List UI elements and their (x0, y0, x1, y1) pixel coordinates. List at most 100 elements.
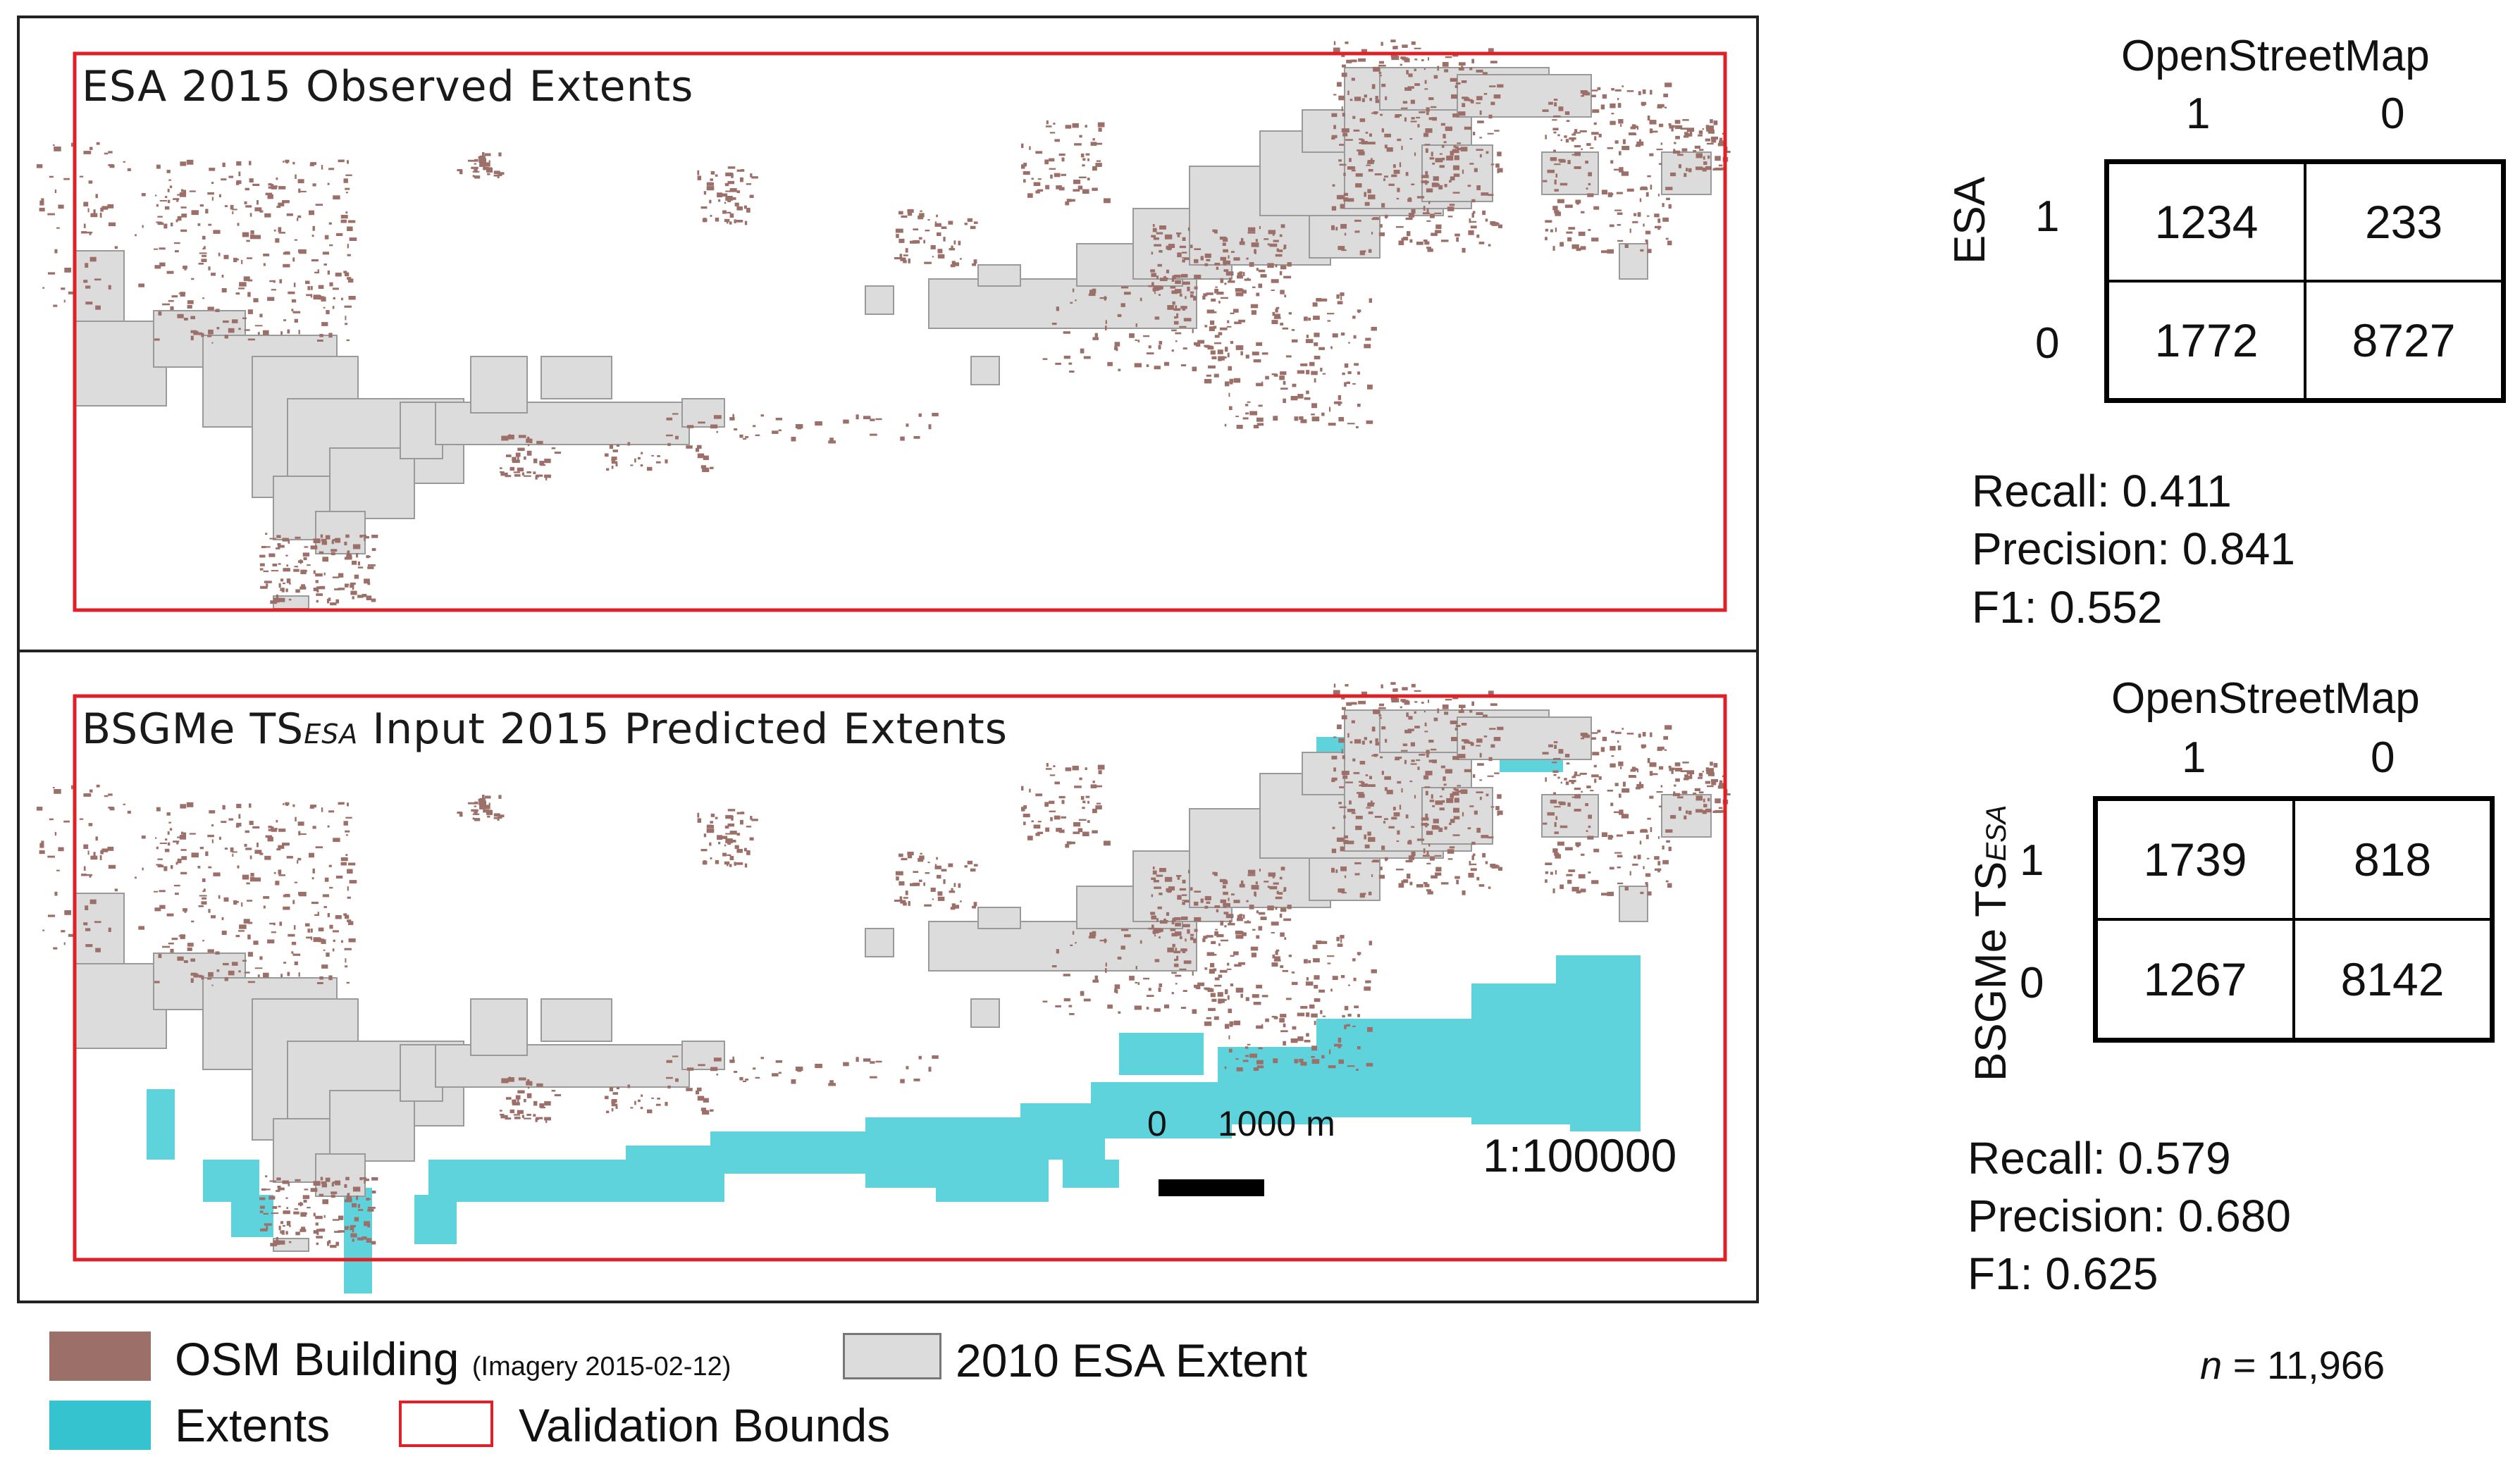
osm-building (1159, 294, 1161, 296)
osm-building (1410, 120, 1417, 123)
osm-building (1216, 934, 1224, 938)
osm-building (207, 306, 214, 311)
osm-building (1552, 119, 1557, 121)
osm-building (1156, 918, 1159, 922)
osm-building (509, 1076, 511, 1081)
osm-building (211, 915, 216, 919)
osm-building (1442, 62, 1449, 67)
osm-building (1049, 810, 1056, 812)
osm-building (1368, 168, 1373, 172)
osm-building (310, 162, 316, 166)
osm-building (1392, 46, 1396, 49)
osm-building (1240, 351, 1243, 356)
osm-building (167, 199, 171, 204)
osm-building (1571, 776, 1576, 778)
osm-building (1271, 290, 1275, 291)
osm-building (1428, 740, 1434, 743)
osm-building (204, 246, 206, 249)
osm-building (275, 881, 280, 886)
osm-building (1279, 876, 1283, 880)
osm-building (1098, 770, 1102, 774)
osm-building (1452, 113, 1459, 118)
osm-building (166, 913, 174, 917)
osm-building (479, 805, 486, 809)
osm-building (1428, 700, 1429, 703)
osm-building (323, 1215, 326, 1218)
osm-building (1172, 301, 1175, 305)
osm-building (1567, 237, 1572, 242)
osm-building (707, 824, 713, 828)
osm-building (1495, 806, 1500, 810)
osm-building (1497, 224, 1502, 228)
osm-building (1367, 160, 1375, 162)
osm-building (1402, 57, 1409, 61)
osm-building (1222, 242, 1226, 246)
osm-building (158, 954, 162, 958)
osm-building (1555, 228, 1557, 232)
osm-building (1488, 690, 1494, 695)
osm-building (108, 151, 113, 154)
osm-building (331, 1194, 335, 1198)
osm-building (1453, 816, 1460, 820)
osm-building (1713, 763, 1718, 768)
osm-building (1636, 769, 1639, 773)
osm-building (245, 187, 249, 191)
sample-size: n = 11,966 (2200, 1346, 2385, 1385)
osm-building (736, 812, 745, 814)
osm-building (1445, 126, 1452, 131)
osm-building (323, 263, 327, 266)
osm-building (344, 541, 347, 545)
osm-building (1159, 225, 1166, 230)
osm-building (1249, 1053, 1257, 1058)
osm-building (870, 418, 875, 421)
osm-building (319, 1228, 326, 1232)
osm-building (247, 279, 253, 282)
osm-building (1555, 870, 1557, 875)
osm-building (1365, 980, 1369, 983)
osm-building (277, 597, 285, 602)
osm-building (1211, 298, 1216, 302)
osm-building (514, 1117, 521, 1119)
osm-building (1698, 791, 1704, 794)
osm-building (1242, 290, 1247, 294)
osm-building (1564, 778, 1567, 781)
osm-building (1660, 142, 1663, 145)
osm-building (1611, 113, 1614, 115)
osm-building (1345, 781, 1353, 783)
osm-building (1488, 194, 1494, 197)
map-panel-observed: ESA 2015 Observed Extents (17, 15, 1759, 655)
osm-building (329, 244, 333, 247)
osm-building (1483, 93, 1488, 95)
osm-building (509, 434, 511, 438)
osm-building (1710, 119, 1713, 123)
osm-building (1571, 796, 1577, 798)
osm-building (517, 467, 524, 472)
osm-building (1401, 145, 1403, 150)
osm-building (1449, 846, 1455, 849)
osm-building (775, 1060, 782, 1063)
osm-building (937, 254, 945, 259)
osm-building (1683, 135, 1689, 138)
osm-building (951, 245, 953, 250)
osm-building (322, 252, 329, 255)
osm-building (320, 534, 323, 538)
osm-building (1423, 206, 1426, 211)
osm-building (1371, 755, 1374, 757)
osm-building (1082, 807, 1085, 809)
osm-building (474, 175, 481, 179)
osm-building (278, 186, 286, 190)
osm-building (1580, 738, 1585, 740)
osm-building (734, 862, 736, 866)
osm-building (278, 869, 282, 875)
osm-building (936, 214, 938, 218)
osm-building (1406, 70, 1409, 75)
osm-building (1688, 168, 1692, 173)
osm-building (1438, 185, 1443, 190)
osm-building (1673, 793, 1681, 797)
osm-building (1280, 867, 1285, 871)
osm-building (271, 185, 277, 190)
osm-building (1433, 717, 1438, 721)
osm-building (154, 907, 161, 912)
osm-building (724, 218, 730, 223)
osm-building (155, 837, 157, 839)
